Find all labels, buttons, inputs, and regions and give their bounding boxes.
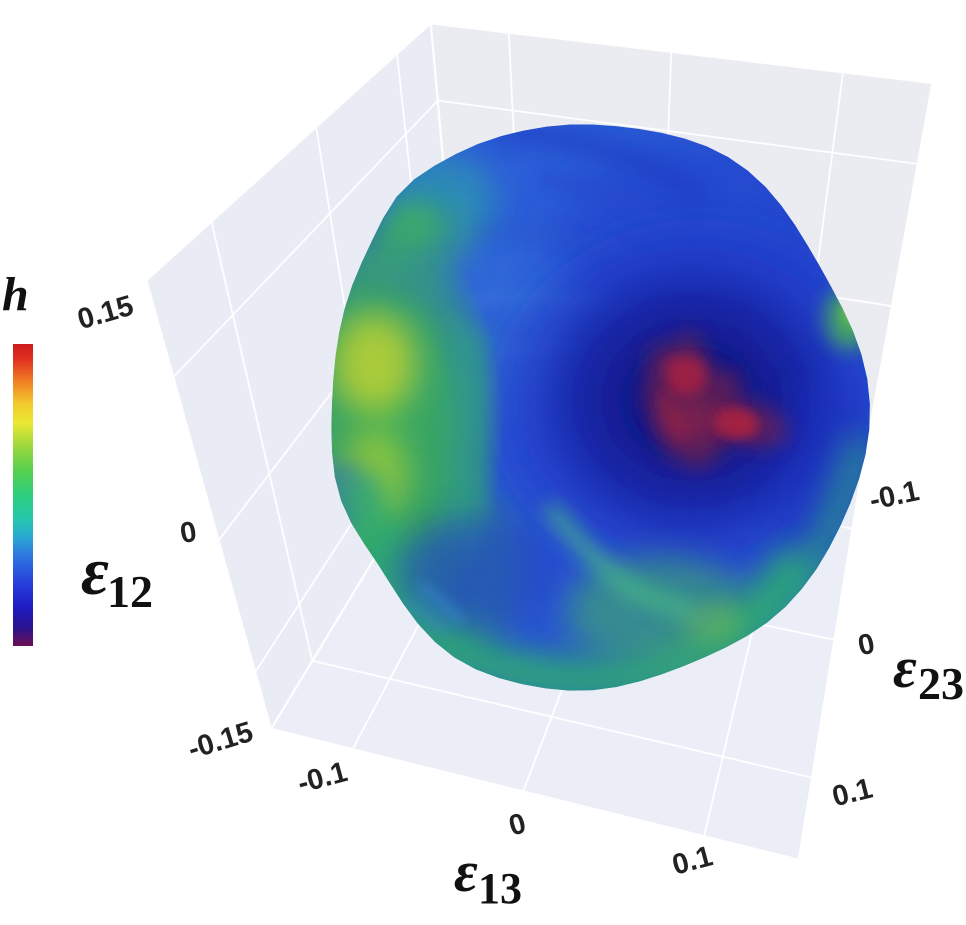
- svg-text:23: 23: [918, 658, 964, 709]
- svg-text:0: 0: [855, 628, 877, 663]
- svg-text:ε: ε: [454, 839, 478, 904]
- svg-text:h: h: [2, 268, 29, 321]
- svg-text:0: 0: [178, 516, 199, 550]
- svg-text:ε: ε: [81, 533, 109, 609]
- svg-text:12: 12: [107, 566, 153, 617]
- svg-text:13: 13: [478, 864, 522, 913]
- svg-text:ε: ε: [893, 635, 917, 700]
- svg-text:0: 0: [506, 807, 530, 842]
